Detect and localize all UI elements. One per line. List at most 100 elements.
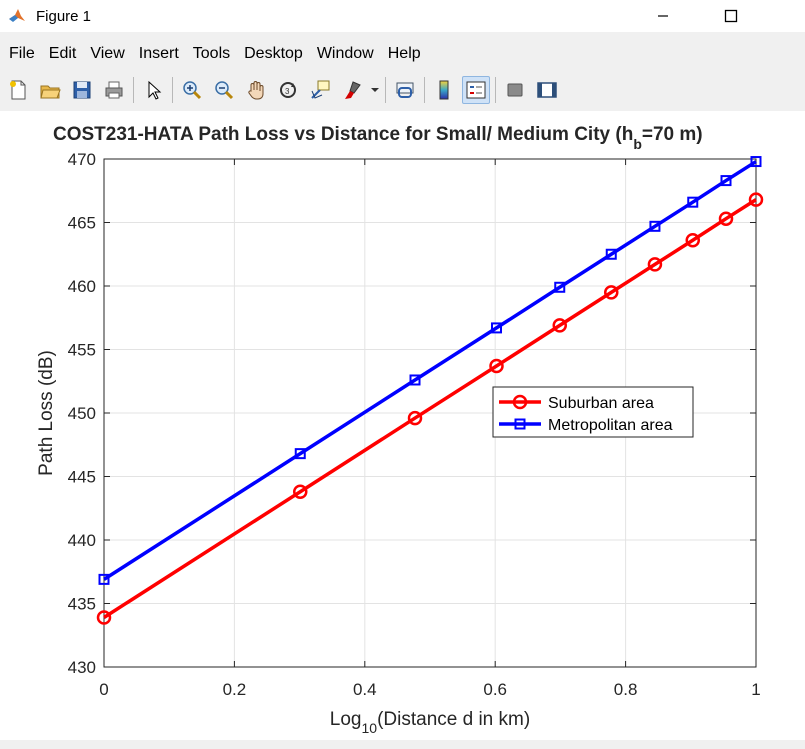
svg-text:3: 3 (285, 87, 290, 96)
toolbar-separator (133, 77, 134, 103)
x-axis-label-tail: (Distance d in km) (377, 709, 530, 730)
show-plot-tools-button[interactable] (533, 76, 561, 104)
colorbar-button[interactable] (430, 76, 458, 104)
x-axis-label-subscript: 10 (362, 720, 378, 736)
save-icon (73, 81, 91, 99)
y-tick-label: 430 (68, 658, 96, 677)
zoom-in-icon (183, 81, 202, 100)
open-file-icon (40, 85, 61, 99)
x-tick-label: 0.8 (614, 680, 638, 699)
suburban-series-line (103, 198, 757, 619)
save-button[interactable] (68, 76, 96, 104)
x-tick-label: 0.2 (223, 680, 247, 699)
open-file-button[interactable] (36, 76, 64, 104)
rotate-3d-button[interactable]: 3 (274, 76, 302, 104)
maximize-icon (724, 9, 738, 23)
y-tick-label: 465 (68, 214, 96, 233)
y-tick-label: 440 (68, 531, 96, 550)
suburban-data-point (293, 484, 308, 499)
suburban-data-point (748, 192, 764, 207)
matlab-logo-icon (9, 9, 25, 22)
chart-title-main: COST231-HATA Path Loss vs Distance for S… (53, 124, 633, 145)
suburban-data-point (489, 358, 504, 374)
metropolitan-data-point (554, 281, 566, 293)
metropolitan-data-point (605, 248, 617, 260)
menu-desktop[interactable]: Desktop (244, 45, 303, 62)
legend-box (492, 386, 694, 438)
chart-title-tail: =70 m) (642, 124, 703, 145)
x-tick-label: 0.6 (483, 680, 507, 699)
menu-view[interactable]: View (90, 45, 125, 62)
toolbar-separator (424, 77, 425, 103)
colorbar-icon (439, 80, 449, 100)
print-icon (105, 81, 123, 99)
y-tick-label: 450 (68, 404, 96, 423)
metropolitan-data-point (294, 448, 306, 460)
y-tick-label: 435 (68, 595, 96, 614)
suburban-data-point (552, 318, 567, 333)
series-lines (96, 156, 764, 625)
metropolitan-data-point (98, 573, 110, 585)
link-plot-icon (396, 82, 414, 98)
data-cursor-button[interactable] (306, 76, 334, 104)
x-axis-label: Log10(Distance d in km) (330, 709, 530, 736)
path-loss-chart: COST231-HATA Path Loss vs Distance for S… (36, 124, 764, 736)
data-cursor-icon (311, 80, 330, 99)
minimize-icon (658, 15, 668, 17)
hide-plot-tools-button[interactable] (501, 76, 529, 104)
window-title-bar: Figure 1 (0, 0, 805, 32)
menu-insert[interactable]: Insert (138, 45, 179, 62)
menu-tools[interactable]: Tools (192, 45, 231, 62)
pointer-button[interactable] (139, 76, 167, 104)
suburban-data-point (96, 610, 112, 625)
zoom-in-button[interactable] (178, 76, 206, 104)
menu-window[interactable]: Window (316, 45, 374, 62)
minimize-button[interactable] (640, 0, 686, 32)
rotate-3d-icon: 3 (280, 82, 296, 98)
legend-suburban-label: Suburban area (548, 395, 654, 412)
x-tick-label: 0 (99, 680, 108, 699)
menu-file[interactable]: File (9, 45, 35, 62)
legend-button[interactable] (462, 76, 490, 104)
brush-dropdown-button[interactable] (370, 76, 380, 104)
brush-button[interactable] (338, 76, 366, 104)
y-tick-label: 460 (68, 277, 96, 296)
suburban-data-point (685, 233, 701, 248)
new-figure-icon (10, 80, 26, 100)
pan-button[interactable] (242, 76, 270, 104)
menu-edit[interactable]: Edit (48, 45, 77, 62)
toolbar-separator (385, 77, 386, 103)
figure-toolbar: 3 (0, 72, 805, 108)
chart-title: COST231-HATA Path Loss vs Distance for S… (53, 124, 703, 152)
suburban-data-point (604, 285, 619, 300)
chevron-down-icon (371, 88, 379, 92)
maximize-button[interactable] (708, 0, 754, 32)
show-plot-tools-icon (537, 82, 557, 98)
brush-icon (345, 81, 361, 99)
y-tick-label: 470 (68, 150, 96, 169)
suburban-data-point (718, 211, 734, 226)
metropolitan-series-line (103, 160, 757, 581)
window-bottom-edge (0, 740, 805, 744)
y-tick-label: 445 (68, 468, 96, 487)
zoom-out-icon (215, 81, 234, 100)
suburban-data-point (647, 257, 663, 272)
legend-metropolitan-marker (514, 418, 526, 430)
legend-icon (466, 81, 486, 99)
axis-ticks: 0 0.2 0.4 0.6 0.8 1 430 435 440 445 450 455 460 465 47… (68, 150, 761, 699)
y-axis-label: Path Loss (dB) (36, 350, 57, 476)
new-figure-button[interactable] (4, 76, 32, 104)
pointer-icon (148, 80, 162, 100)
print-button[interactable] (100, 76, 128, 104)
metropolitan-data-point (649, 220, 661, 232)
zoom-out-button[interactable] (210, 76, 238, 104)
chart-title-subscript: b (633, 136, 642, 152)
menu-help[interactable]: Help (387, 45, 421, 62)
link-plot-button[interactable] (391, 76, 419, 104)
metropolitan-data-point (687, 196, 699, 208)
legend-metropolitan-label: Metropolitan area (548, 417, 673, 434)
x-axis-label-main: Log (330, 709, 362, 730)
x-tick-label: 1 (751, 680, 760, 699)
metropolitan-data-point (491, 322, 503, 334)
legend[interactable]: Suburban area Metropolitan area (492, 386, 694, 438)
